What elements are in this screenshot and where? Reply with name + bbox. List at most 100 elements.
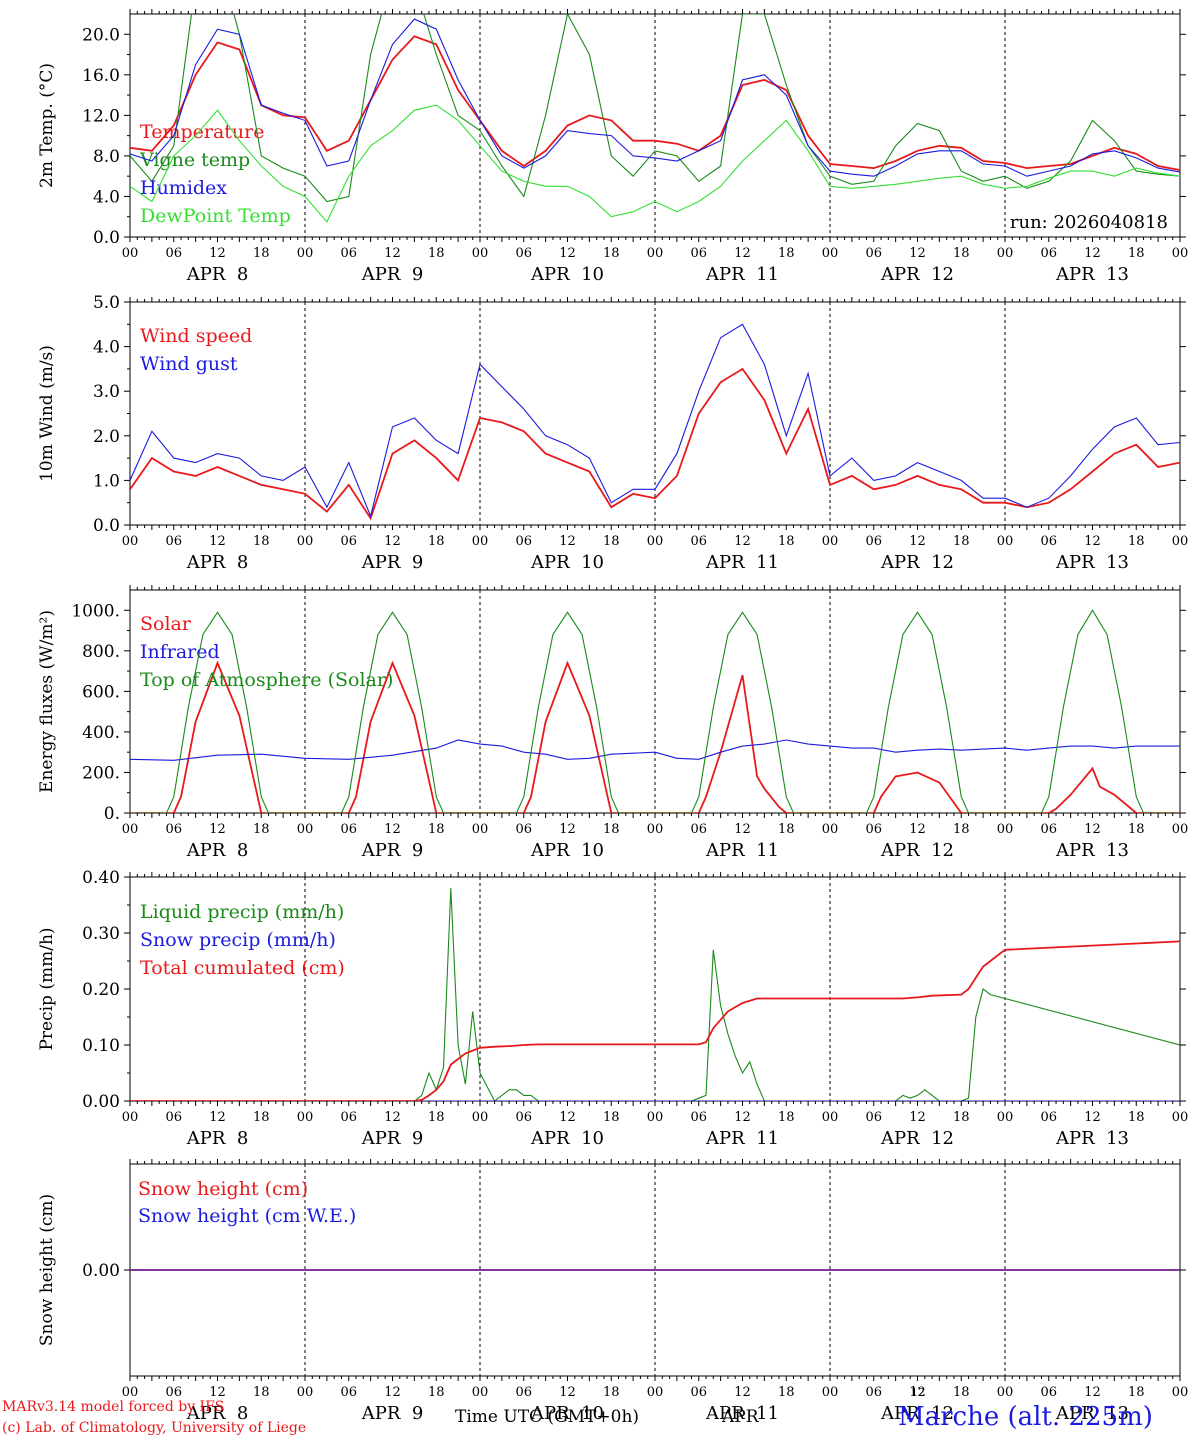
x-tick-label: 00 xyxy=(122,1385,139,1400)
day-label: APR 11 xyxy=(705,840,779,861)
x-tick-label: 12 xyxy=(384,822,401,837)
x-tick-label: 18 xyxy=(428,246,445,261)
x-tick-label: 06 xyxy=(515,246,532,261)
x-tick-label: 00 xyxy=(472,1385,489,1400)
x-tick-label: 18 xyxy=(953,534,970,549)
x-tick-label: 18 xyxy=(603,822,620,837)
x-tick-label: 06 xyxy=(690,1110,707,1125)
x-tick-label: 00 xyxy=(297,246,314,261)
series-line xyxy=(130,739,1180,761)
x-tick-label: 00 xyxy=(297,1110,314,1125)
legend-entry: Liquid precip (mm/h) xyxy=(140,901,344,923)
day-label: APR 9 xyxy=(361,840,424,861)
x-tick-label: 12 xyxy=(1084,1385,1101,1400)
day-label: APR 10 xyxy=(530,1403,604,1424)
x-tick-label: 12 xyxy=(209,246,226,261)
x-tick-label: 12 xyxy=(1084,534,1101,549)
x-tick-label: 00 xyxy=(997,1385,1014,1400)
x-tick-label: 06 xyxy=(340,246,357,261)
x-tick-label: 00 xyxy=(472,822,489,837)
x-tick-label: 12 xyxy=(559,1385,576,1400)
x-tick-label: 18 xyxy=(778,534,795,549)
x-tick-label: 12 xyxy=(909,822,926,837)
y-tick-label: 400. xyxy=(82,723,120,743)
series-line xyxy=(130,323,1180,518)
day-label: APR 8 xyxy=(186,264,249,285)
day-label: APR 11 xyxy=(705,1403,779,1424)
x-tick-label: 00 xyxy=(297,822,314,837)
x-tick-label: 06 xyxy=(340,822,357,837)
x-tick-label: 00 xyxy=(1172,246,1189,261)
x-tick-label: 12 xyxy=(559,534,576,549)
x-tick-label: 12 xyxy=(209,1110,226,1125)
x-tick-label: 18 xyxy=(953,822,970,837)
x-tick-label: 12 xyxy=(909,246,926,261)
x-tick-label: 06 xyxy=(165,822,182,837)
series-line xyxy=(130,940,1180,1101)
x-tick-label: 06 xyxy=(340,1385,357,1400)
x-tick-label: 12 xyxy=(734,534,751,549)
x-tick-label: 00 xyxy=(997,246,1014,261)
series-line xyxy=(130,888,1180,1101)
legend-entry: Snow precip (mm/h) xyxy=(140,929,336,951)
y-tick-label: 20.0 xyxy=(82,25,120,45)
x-tick-label: 06 xyxy=(1040,1385,1057,1400)
x-tick-label: 00 xyxy=(647,534,664,549)
legend-entry: Wind gust xyxy=(140,353,238,375)
x-tick-label: 06 xyxy=(1040,246,1057,261)
y-tick-label: 0.40 xyxy=(82,868,120,888)
x-tick-label: 06 xyxy=(340,1110,357,1125)
x-tick-label: 18 xyxy=(953,1385,970,1400)
panel-frame xyxy=(129,589,1181,814)
x-tick-label: 00 xyxy=(472,246,489,261)
x-tick-label: 00 xyxy=(997,1110,1014,1125)
day-label: APR 13 xyxy=(1055,552,1129,573)
legend-entry: DewPoint Temp xyxy=(140,205,291,227)
x-tick-label: 06 xyxy=(165,534,182,549)
x-tick-label: 18 xyxy=(953,1110,970,1125)
day-label: APR 8 xyxy=(186,552,249,573)
panel-frame xyxy=(129,13,1181,238)
x-tick-label: 00 xyxy=(997,534,1014,549)
series-line xyxy=(130,660,1180,813)
day-label: APR 8 xyxy=(186,1128,249,1149)
y-axis-title: Precip (mm/h) xyxy=(37,927,57,1050)
x-tick-label: 18 xyxy=(778,822,795,837)
x-tick-label: 06 xyxy=(165,246,182,261)
x-tick-label: 00 xyxy=(1172,822,1189,837)
y-tick-label: 4.0 xyxy=(93,338,120,358)
x-tick-label: 12 xyxy=(209,822,226,837)
x-tick-label: 00 xyxy=(122,246,139,261)
x-tick-label: 18 xyxy=(603,246,620,261)
y-axis-title: Snow height (cm) xyxy=(37,1194,57,1346)
panel-frame xyxy=(129,301,1181,526)
y-tick-label: 0.20 xyxy=(82,980,120,1000)
panel-4: 00 06 12 18 00 06 12 18 00 06 12 18 00 06 12 18 00 06 12 18… xyxy=(37,1159,1188,1424)
day-label: APR 8 xyxy=(186,1403,249,1424)
day-label: APR 11 xyxy=(705,264,779,285)
station-label: Marche (alt. 225m) xyxy=(898,1402,1153,1432)
panel-0: 00 06 12 18 00 06 12 18 00 06 12 18 00 06 12 18 00 06 12 18… xyxy=(37,9,1189,285)
x-tick-label: 06 xyxy=(865,822,882,837)
x-tick-label: 06 xyxy=(690,1385,707,1400)
x-tick-label: 12 xyxy=(384,1385,401,1400)
day-label: APR 10 xyxy=(530,552,604,573)
x-tick-label: 18 xyxy=(253,1385,270,1400)
x-tick-label: 06 xyxy=(865,1385,882,1400)
x-tick-label: 18 xyxy=(253,246,270,261)
y-tick-label: 16.0 xyxy=(82,66,120,86)
y-tick-label: 5.0 xyxy=(93,293,120,313)
x-tick-label: 18 xyxy=(1128,1385,1145,1400)
x-tick-label: 12 xyxy=(384,1110,401,1125)
legend-entry: Wind speed xyxy=(140,325,252,347)
day-label: APR 12 xyxy=(880,1403,954,1424)
x-tick-label: 00 xyxy=(647,1110,664,1125)
time-axis-label: Time UTC (GMT+0h) xyxy=(455,1407,640,1427)
day-label: APR 13 xyxy=(1055,840,1129,861)
x-tick-label: 00 xyxy=(647,1385,664,1400)
x-tick-label: 18 xyxy=(428,1385,445,1400)
x-tick-label: 00 xyxy=(1172,1385,1189,1400)
x-tick-label: 06 xyxy=(1040,822,1057,837)
x-tick-label: 06 xyxy=(515,822,532,837)
